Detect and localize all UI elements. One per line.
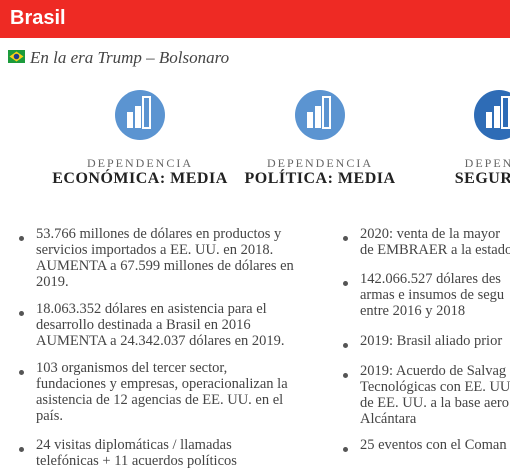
bullet-text: desarrollo destinada a Brasil en 2016 <box>36 317 251 333</box>
bullet-text: Tecnológicas con EE. UU <box>360 379 510 395</box>
bullet-text: 25 eventos con el Coman <box>360 437 507 453</box>
bullet <box>343 281 348 286</box>
bullet-text: 2019. <box>36 274 69 290</box>
bullet-text: 2019: Acuerdo de Salvag <box>360 363 507 379</box>
indicator-value: ECONÓMICA: MEDIA <box>52 170 228 187</box>
bullet-text: AUMENTA a 24.342.037 dólares en 2019. <box>36 333 285 349</box>
bullet <box>343 447 348 452</box>
indicator-label: DEPENDE <box>464 156 510 170</box>
bullet-text: asistencia de 12 agencias de EE. UU. en … <box>36 392 284 408</box>
indicator-label: DEPENDENCIA <box>267 156 373 170</box>
flag-icon <box>8 50 25 63</box>
bullet <box>19 370 24 375</box>
indicator-value: POLÍTICA: MEDIA <box>244 170 396 187</box>
subtitle: En la era Trump – Bolsonaro <box>30 48 230 67</box>
header-title: Brasil <box>10 7 66 29</box>
bullet-text: país. <box>36 408 63 424</box>
indicator-value: SEGURIDA <box>454 170 510 187</box>
bullet-text: telefónicas + 11 acuerdos políticos <box>36 453 237 469</box>
bullet-text: servicios importados a EE. UU. en 2018. <box>36 242 274 258</box>
bullet-text: 2019: Brasil aliado prior <box>360 333 503 349</box>
icons <box>115 90 510 140</box>
bullet <box>343 373 348 378</box>
bullet-text: 24 visitas diplomáticas / llamadas <box>36 437 232 453</box>
bullet <box>19 236 24 241</box>
bullet <box>19 311 24 316</box>
bullet <box>343 343 348 348</box>
bullet-text: entre 2016 y 2018 <box>360 303 466 319</box>
bullet-text: 18.063.352 dólares en asistencia para el <box>36 301 267 317</box>
bullet <box>19 447 24 452</box>
bullet-text: fundaciones y empresas, operacionalizan … <box>36 376 288 392</box>
bullet-text: 53.766 millones de dólares en productos … <box>36 226 282 242</box>
bullet-text: armas e insumos de segu <box>360 287 505 303</box>
bullet-text: de EMBRAER a la estado <box>360 242 510 258</box>
bullet-text: 142.066.527 dólares des <box>360 271 501 287</box>
bullet-text: AUMENTA a 67.599 millones de dólares en <box>36 258 294 274</box>
indicator-label: DEPENDENCIA <box>87 156 193 170</box>
bullet <box>343 236 348 241</box>
header-bar: Brasil <box>0 0 510 38</box>
bullet-text: Alcántara <box>360 411 417 427</box>
bullet-text: 103 organismos del tercer sector, <box>36 360 228 376</box>
bullet-text: de EE. UU. a la base aero <box>360 395 509 411</box>
bullet-text: 2020: venta de la mayor <box>360 226 501 242</box>
